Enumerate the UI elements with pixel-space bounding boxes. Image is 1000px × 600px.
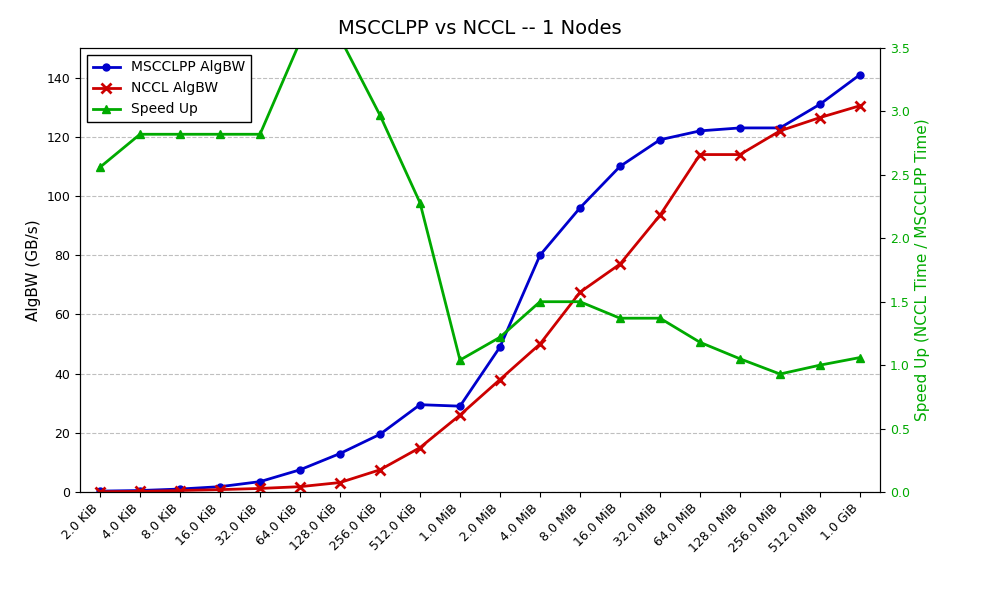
Speed Up — [254, 131, 266, 138]
NCCL AlgBW — [334, 479, 346, 486]
MSCCLPP AlgBW — [294, 466, 306, 473]
MSCCLPP AlgBW — [254, 478, 266, 485]
Speed Up — [574, 298, 586, 305]
Speed Up — [734, 355, 746, 362]
MSCCLPP AlgBW — [494, 343, 506, 350]
Speed Up — [454, 356, 466, 364]
MSCCLPP AlgBW — [374, 431, 386, 438]
MSCCLPP AlgBW — [414, 401, 426, 408]
MSCCLPP AlgBW — [214, 483, 226, 490]
NCCL AlgBW — [694, 151, 706, 158]
Line: NCCL AlgBW: NCCL AlgBW — [95, 101, 865, 497]
Speed Up — [774, 370, 786, 377]
MSCCLPP AlgBW — [454, 403, 466, 410]
NCCL AlgBW — [414, 444, 426, 451]
MSCCLPP AlgBW — [694, 127, 706, 134]
NCCL AlgBW — [454, 412, 466, 419]
Speed Up — [334, 34, 346, 41]
MSCCLPP AlgBW — [614, 163, 626, 170]
NCCL AlgBW — [734, 151, 746, 158]
Speed Up — [694, 339, 706, 346]
NCCL AlgBW — [134, 488, 146, 495]
NCCL AlgBW — [174, 487, 186, 494]
NCCL AlgBW — [654, 212, 666, 219]
MSCCLPP AlgBW — [814, 101, 826, 108]
Speed Up — [374, 112, 386, 119]
Line: MSCCLPP AlgBW: MSCCLPP AlgBW — [97, 71, 863, 494]
NCCL AlgBW — [294, 483, 306, 490]
Legend: MSCCLPP AlgBW, NCCL AlgBW, Speed Up: MSCCLPP AlgBW, NCCL AlgBW, Speed Up — [87, 55, 251, 122]
NCCL AlgBW — [574, 289, 586, 296]
Speed Up — [654, 314, 666, 322]
Speed Up — [294, 38, 306, 45]
MSCCLPP AlgBW — [534, 251, 546, 259]
MSCCLPP AlgBW — [134, 487, 146, 494]
NCCL AlgBW — [814, 114, 826, 121]
MSCCLPP AlgBW — [774, 124, 786, 131]
MSCCLPP AlgBW — [734, 124, 746, 131]
Speed Up — [534, 298, 546, 305]
MSCCLPP AlgBW — [334, 450, 346, 457]
Speed Up — [814, 362, 826, 369]
NCCL AlgBW — [254, 485, 266, 492]
Y-axis label: Speed Up (NCCL Time / MSCCLPP Time): Speed Up (NCCL Time / MSCCLPP Time) — [915, 119, 930, 421]
NCCL AlgBW — [614, 260, 626, 268]
Speed Up — [214, 131, 226, 138]
MSCCLPP AlgBW — [654, 136, 666, 143]
NCCL AlgBW — [94, 488, 106, 496]
NCCL AlgBW — [774, 127, 786, 134]
NCCL AlgBW — [494, 376, 506, 383]
MSCCLPP AlgBW — [94, 488, 106, 495]
Speed Up — [134, 131, 146, 138]
Line: Speed Up: Speed Up — [96, 34, 864, 378]
Speed Up — [94, 164, 106, 171]
Speed Up — [414, 199, 426, 206]
NCCL AlgBW — [854, 102, 866, 109]
Speed Up — [854, 354, 866, 361]
Y-axis label: AlgBW (GB/s): AlgBW (GB/s) — [26, 219, 41, 321]
MSCCLPP AlgBW — [574, 204, 586, 211]
Title: MSCCLPP vs NCCL -- 1 Nodes: MSCCLPP vs NCCL -- 1 Nodes — [338, 19, 622, 38]
Speed Up — [494, 334, 506, 341]
NCCL AlgBW — [374, 466, 386, 473]
NCCL AlgBW — [534, 340, 546, 347]
MSCCLPP AlgBW — [854, 71, 866, 78]
Speed Up — [614, 314, 626, 322]
NCCL AlgBW — [214, 486, 226, 493]
MSCCLPP AlgBW — [174, 485, 186, 493]
Speed Up — [174, 131, 186, 138]
